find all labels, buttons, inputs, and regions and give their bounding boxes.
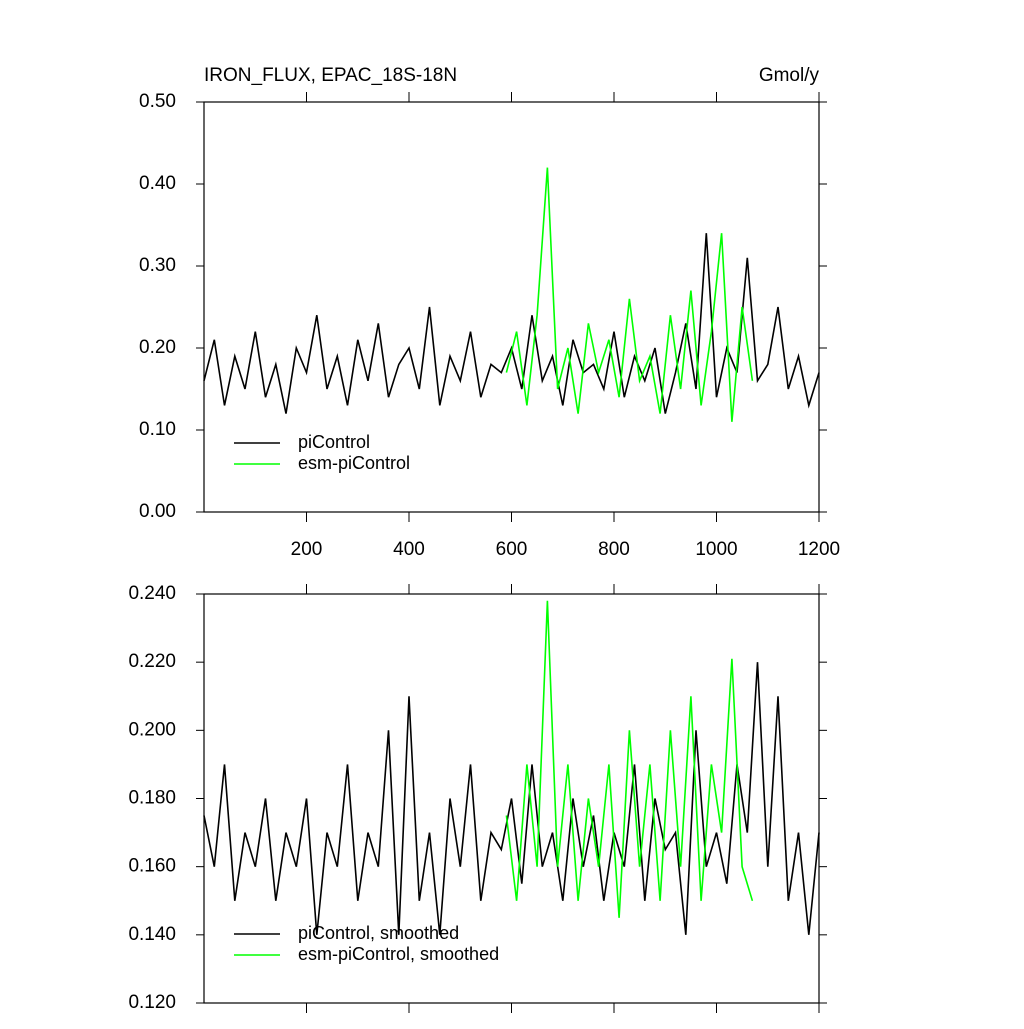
y-tick-label: 0.40 xyxy=(139,173,176,194)
y-tick-label: 0.20 xyxy=(139,337,176,358)
x-tick-label: 1000 xyxy=(695,539,737,560)
data-line xyxy=(203,233,820,414)
y-tick-label: 0.50 xyxy=(139,91,176,112)
x-tick-label: 200 xyxy=(291,539,323,560)
x-tick-label: 600 xyxy=(496,539,528,560)
y-tick-label: 0.140 xyxy=(128,924,176,945)
legend-label: piControl xyxy=(298,432,370,452)
legend-label: piControl, smoothed xyxy=(298,923,459,943)
legend-label: esm-piControl, smoothed xyxy=(298,944,499,964)
y-tick-label: 0.160 xyxy=(128,856,176,877)
data-line xyxy=(505,167,754,422)
units-label: Gmol/y xyxy=(759,65,820,86)
y-tick-label: 0.120 xyxy=(128,992,176,1013)
y-tick-label: 0.240 xyxy=(128,583,176,604)
y-tick-label: 0.220 xyxy=(128,651,176,672)
y-tick-label: 0.180 xyxy=(128,788,176,809)
x-tick-label: 400 xyxy=(393,539,425,560)
y-tick-label: 0.10 xyxy=(139,419,176,440)
y-tick-label: 0.200 xyxy=(128,719,176,740)
data-line xyxy=(203,662,820,935)
chart-title: IRON_FLUX, EPAC_18S-18N xyxy=(204,65,457,86)
x-tick-label: 1200 xyxy=(798,539,840,560)
legend-label: esm-piControl xyxy=(298,453,410,473)
y-tick-label: 0.30 xyxy=(139,255,176,276)
x-tick-label: 800 xyxy=(598,539,630,560)
y-tick-label: 0.00 xyxy=(139,501,176,522)
plot-frame xyxy=(203,101,820,513)
data-line xyxy=(505,600,754,918)
